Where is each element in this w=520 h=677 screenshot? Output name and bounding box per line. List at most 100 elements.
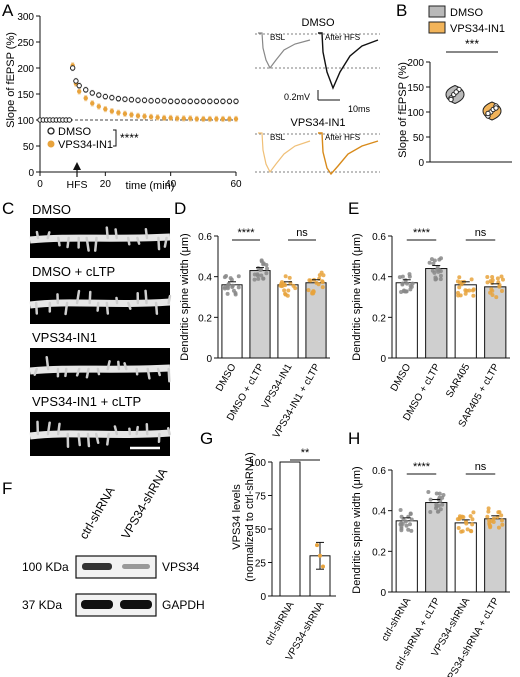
spine bbox=[75, 367, 81, 377]
spine bbox=[33, 367, 38, 376]
point-dmso bbox=[148, 98, 154, 104]
point-vps34in1 bbox=[109, 108, 115, 114]
point-vps34in1 bbox=[83, 95, 88, 101]
data-dot bbox=[314, 280, 319, 285]
data-dot bbox=[261, 276, 266, 281]
data-dot bbox=[265, 266, 270, 271]
panel-c-label-3: VPS34-IN1 bbox=[32, 330, 97, 345]
band-gapdh-kd bbox=[120, 600, 152, 609]
data-dot bbox=[457, 285, 462, 290]
spine bbox=[163, 236, 168, 248]
spine bbox=[77, 432, 81, 447]
data-dot bbox=[433, 506, 438, 511]
data-dot bbox=[256, 266, 261, 271]
dendrite-drawings bbox=[29, 226, 172, 449]
scale-t-label: 10ms bbox=[348, 104, 371, 114]
spine bbox=[146, 367, 151, 380]
legend-drug-label: VPS34-IN1 bbox=[58, 139, 113, 151]
point-dmso bbox=[167, 98, 174, 104]
data-dot bbox=[463, 519, 468, 524]
spine bbox=[85, 236, 90, 252]
panel-a-ylabel: Slope of fEPSP (%) bbox=[5, 32, 17, 128]
data-dot bbox=[405, 281, 410, 286]
spine bbox=[57, 236, 61, 247]
data-dot bbox=[490, 288, 495, 293]
ytick-label: 300 bbox=[17, 12, 34, 23]
panel-b-ylabel: Slope of fEPSP (%) bbox=[397, 62, 409, 158]
spine bbox=[105, 301, 110, 315]
point-dmso bbox=[89, 90, 95, 96]
band-gapdh-ctrl bbox=[81, 600, 113, 609]
data-dot bbox=[408, 511, 413, 516]
ytick-label: 50 bbox=[23, 142, 35, 153]
hfs-arrow bbox=[73, 162, 81, 177]
band-vps34-ctrl bbox=[82, 563, 112, 570]
point-dmso bbox=[109, 94, 115, 101]
spine bbox=[64, 301, 69, 316]
point-dmso bbox=[194, 98, 200, 104]
violin-point bbox=[493, 105, 499, 111]
data-dot bbox=[436, 269, 441, 274]
ytick-label: 100 bbox=[249, 458, 266, 469]
point-dmso bbox=[161, 98, 167, 104]
data-dot bbox=[410, 281, 415, 286]
data-dot bbox=[226, 281, 231, 286]
blot-gapdh bbox=[75, 593, 157, 617]
legend-bracket bbox=[113, 129, 117, 147]
ytick-label: 0.4 bbox=[198, 273, 212, 284]
point-vps34in1 bbox=[220, 116, 226, 122]
data-dot bbox=[433, 275, 438, 280]
spine bbox=[96, 301, 100, 312]
sig-label: **** bbox=[237, 227, 255, 239]
point-vps34in1 bbox=[148, 114, 154, 120]
panel-label-h: H bbox=[348, 429, 360, 448]
ytick-label: 0.6 bbox=[372, 466, 386, 477]
panel-label-d: D bbox=[174, 199, 186, 218]
panel-a-axes: 0 50 100 150 200 250 300 0 20 40 60 bbox=[17, 12, 242, 190]
data-dot bbox=[306, 288, 311, 293]
data-dot bbox=[225, 286, 230, 291]
point-dmso bbox=[233, 98, 239, 104]
data-dot bbox=[278, 283, 283, 288]
ytick-label: 0.2 bbox=[372, 547, 386, 558]
spine bbox=[113, 425, 119, 436]
trace-bsl-label-2: BSL bbox=[270, 133, 286, 142]
ytick-label: 0 bbox=[28, 168, 34, 179]
data-dot bbox=[499, 288, 504, 293]
data-dot bbox=[252, 277, 257, 282]
sig-label: ns bbox=[296, 227, 308, 239]
data-dot bbox=[409, 517, 414, 522]
trace-drug-bsl bbox=[258, 132, 311, 174]
xtick-label: 20 bbox=[100, 179, 112, 190]
point-dmso bbox=[122, 96, 128, 102]
data-dot bbox=[225, 291, 230, 296]
sig-label: **** bbox=[413, 227, 431, 239]
spine bbox=[35, 230, 40, 240]
ytick-label: 100 bbox=[407, 108, 424, 119]
point-vps34in1 bbox=[155, 115, 160, 120]
data-dot bbox=[400, 274, 405, 279]
data-dot bbox=[499, 518, 504, 523]
data-dot bbox=[455, 517, 460, 522]
ytick-label: 150 bbox=[17, 90, 34, 101]
spine bbox=[157, 236, 161, 251]
spine bbox=[45, 356, 50, 371]
data-dot bbox=[495, 276, 500, 281]
panel-label-b: B bbox=[396, 1, 407, 20]
bar-1 bbox=[425, 502, 448, 593]
xtick-label: ctrl-shRNA bbox=[380, 596, 414, 644]
data-dot bbox=[465, 527, 470, 532]
spine bbox=[56, 422, 61, 436]
point-dmso bbox=[226, 98, 233, 104]
data-dot bbox=[461, 515, 466, 520]
scale-v-label: 0.2mV bbox=[284, 92, 310, 102]
trace-dmso-after bbox=[318, 32, 379, 90]
data-dot bbox=[486, 509, 491, 514]
point-vps34in1 bbox=[116, 110, 121, 115]
spine bbox=[96, 367, 101, 376]
spine bbox=[167, 294, 172, 305]
dendrite-shaft bbox=[29, 429, 171, 440]
data-dot bbox=[397, 275, 402, 280]
point-dmso bbox=[76, 82, 82, 89]
trace-dmso-title: DMSO bbox=[302, 17, 335, 29]
